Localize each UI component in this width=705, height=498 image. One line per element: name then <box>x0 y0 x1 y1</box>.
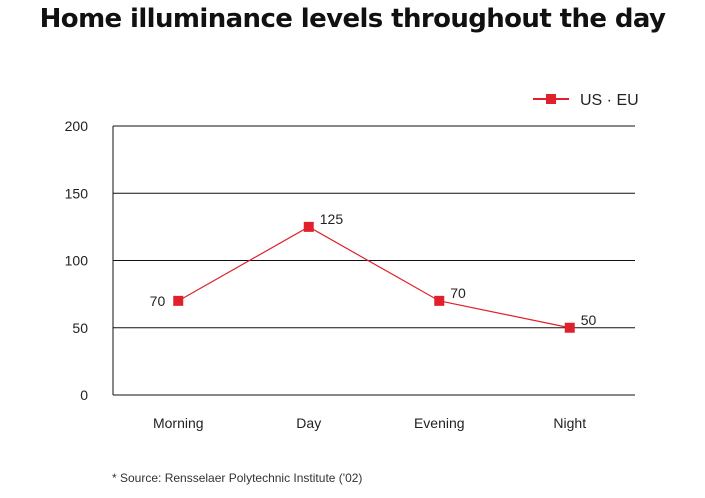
series-line <box>177 226 570 329</box>
data-label-evening: 70 <box>450 285 466 301</box>
x-tick-label-day: Day <box>296 415 321 431</box>
data-point-day <box>303 221 314 232</box>
data-point-night <box>564 322 575 333</box>
data-label-day: 125 <box>320 211 344 227</box>
x-tick-label-evening: Evening <box>414 415 465 431</box>
legend-marker <box>546 94 556 104</box>
y-tick-label-0: 0 <box>80 387 88 403</box>
data-point-morning <box>173 295 184 306</box>
y-tick-label-200: 200 <box>65 118 89 134</box>
source-footnote: * Source: Rensselaer Polytechnic Institu… <box>112 471 363 485</box>
data-point-evening <box>434 295 445 306</box>
data-label-morning: 70 <box>150 293 166 309</box>
x-tick-label-morning: Morning <box>153 415 204 431</box>
x-tick-label-night: Night <box>553 415 586 431</box>
legend-label: US · EU <box>580 92 639 109</box>
y-tick-label-150: 150 <box>65 185 89 201</box>
data-label-night: 50 <box>581 312 597 328</box>
y-tick-label-100: 100 <box>65 253 89 269</box>
y-tick-label-50: 50 <box>72 320 88 336</box>
chart-title: Home illuminance levels throughout the d… <box>39 4 666 34</box>
